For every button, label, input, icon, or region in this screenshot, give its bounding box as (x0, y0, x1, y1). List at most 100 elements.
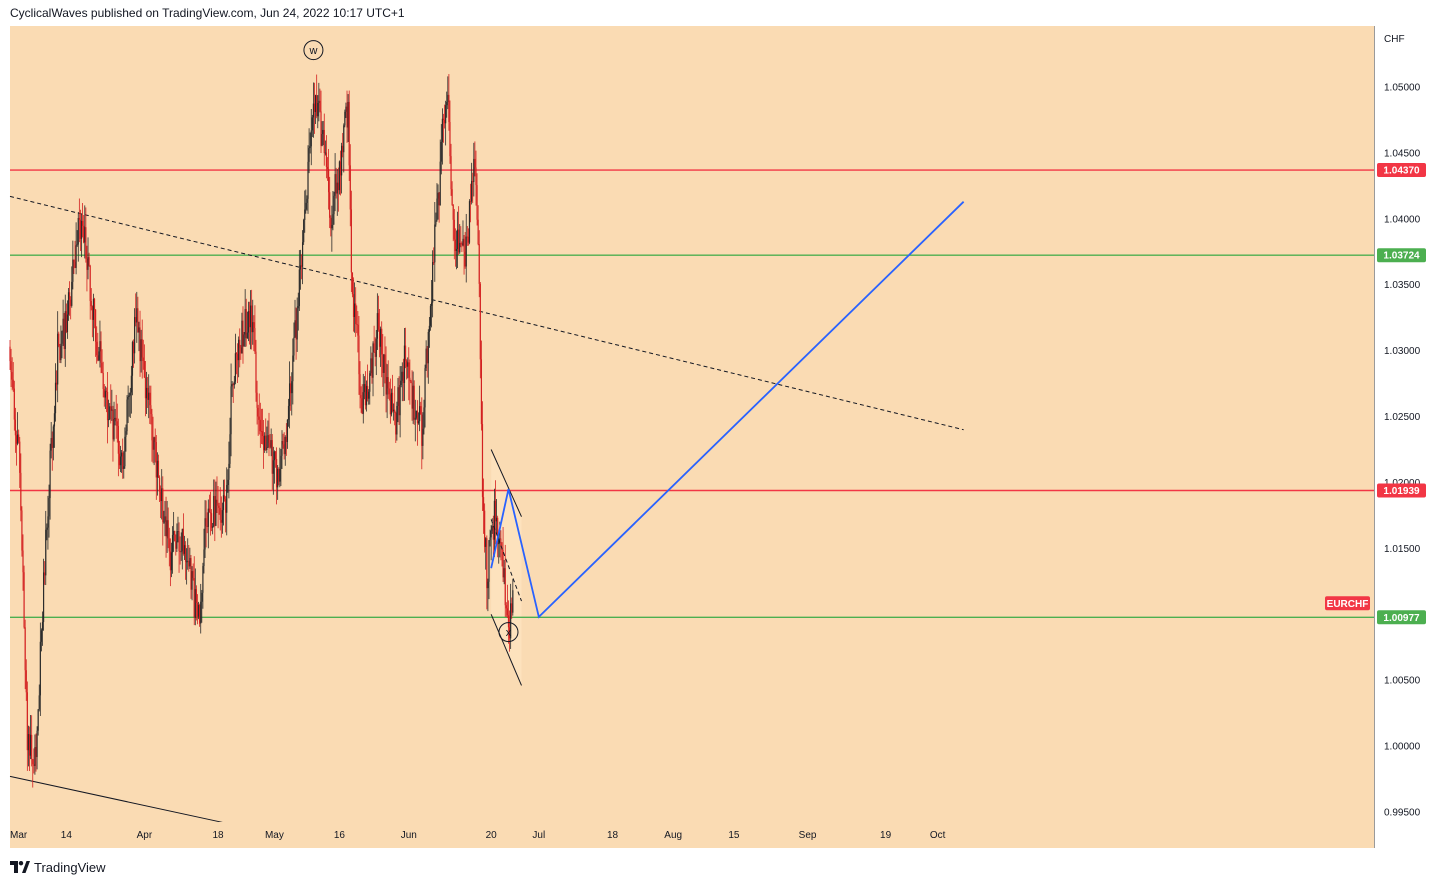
candle-body (371, 358, 373, 378)
candle-body (332, 214, 334, 225)
time-tick-label: Aug (664, 830, 682, 841)
publish-info: CyclicalWaves published on TradingView.c… (10, 6, 405, 20)
candle-body (409, 377, 411, 382)
time-tick-label: 18 (213, 830, 225, 841)
candle-body (18, 434, 20, 442)
candle-body (297, 306, 299, 309)
candle-body (292, 355, 294, 382)
candle-body (288, 383, 291, 406)
candle-body (347, 101, 349, 128)
candle-body (230, 386, 232, 435)
candle-body (179, 551, 181, 552)
candle-body (424, 368, 426, 408)
candle-body (106, 391, 109, 421)
candle-body (440, 141, 442, 162)
candle-body (160, 491, 162, 502)
candle-body (65, 311, 67, 333)
candle-body (242, 320, 244, 347)
candle-body (226, 485, 228, 513)
candle-body (139, 327, 141, 362)
candle-body (67, 292, 70, 315)
tradingview-brand[interactable]: TradingView (10, 858, 106, 876)
candle-body (25, 670, 27, 693)
candle-body (84, 227, 86, 243)
candle-body (283, 444, 285, 455)
candle-body (277, 468, 279, 488)
candle-body (216, 499, 218, 503)
candle-body (36, 730, 38, 758)
candle-body (87, 257, 89, 270)
candle-body (273, 451, 276, 461)
candle-body (499, 538, 501, 540)
candle-body (334, 174, 336, 196)
candle-body (311, 117, 313, 131)
candle-body (98, 351, 100, 361)
candle-body (75, 245, 77, 268)
candle-body (453, 219, 455, 240)
candle-body (270, 440, 272, 448)
price-tag-background (1377, 610, 1426, 625)
brand-name: TradingView (34, 859, 106, 875)
candle-body (123, 466, 125, 469)
candle-body (170, 552, 173, 571)
horizontal-levels (10, 169, 1374, 619)
candle-body (488, 540, 490, 582)
candle-body (42, 572, 45, 623)
candle-body (229, 434, 231, 464)
time-tick-label: 15 (728, 830, 740, 841)
candle-body (477, 219, 479, 245)
candle-body (66, 314, 69, 333)
candle-body (354, 303, 356, 317)
candle-body (101, 362, 103, 373)
candle-body (339, 161, 342, 176)
candle-body (144, 377, 147, 399)
candle-body (399, 385, 401, 416)
candle-body (284, 437, 286, 455)
candle-body (219, 507, 221, 520)
price-tick-label: 1.05000 (1384, 83, 1421, 94)
candle-body (177, 531, 179, 532)
candle-body (171, 534, 174, 553)
candle-body (92, 298, 95, 320)
candle-body (152, 440, 154, 450)
candle-body (458, 229, 460, 253)
candle-body (361, 398, 363, 414)
candle-body (55, 382, 58, 385)
candle-body (41, 622, 44, 631)
candle-body (221, 510, 224, 523)
candle-body (78, 217, 80, 220)
candle-body (213, 495, 215, 527)
candle-body (320, 111, 322, 146)
candle-body (184, 545, 187, 562)
candle-body (317, 103, 319, 117)
time-axis[interactable]: Mar 14 Apr 18 May 16 Jun 20 Jul 18 Aug 15 Sep 19 Oct (10, 830, 946, 841)
candle-body (318, 100, 320, 104)
candle-body (129, 392, 131, 396)
candle-body (70, 299, 72, 306)
candle-body (54, 382, 57, 414)
candle-body (137, 308, 139, 333)
candle-body (145, 387, 148, 399)
candle-body (467, 236, 469, 243)
candle-body (402, 371, 404, 383)
candle-body (436, 198, 438, 221)
candle-body (269, 442, 271, 448)
candle-body (290, 383, 292, 394)
candle-body (266, 447, 268, 450)
candle-body (52, 426, 54, 448)
candle-body (174, 530, 176, 542)
candle-body (356, 324, 358, 325)
candle-body (293, 337, 295, 356)
candle-body (82, 220, 84, 226)
candle-body (343, 125, 345, 153)
candle-body (441, 118, 443, 142)
candle-body (218, 505, 220, 508)
candle-body (149, 392, 151, 406)
currency-label: CHF (1384, 34, 1405, 45)
candle-body (393, 409, 395, 412)
candle-body (63, 318, 65, 350)
wave-labels: wx (303, 40, 519, 643)
candle-body (201, 592, 203, 602)
candle-body (377, 313, 380, 330)
